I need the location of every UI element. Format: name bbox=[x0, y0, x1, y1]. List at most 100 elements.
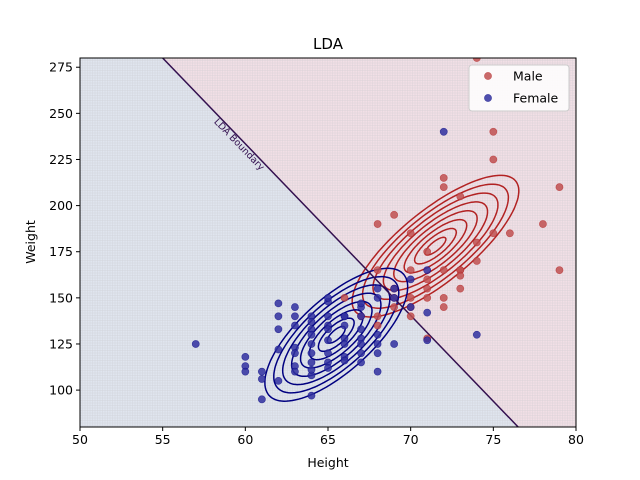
data-point bbox=[357, 312, 365, 321]
data-point bbox=[439, 183, 448, 192]
female-legend-label: Female bbox=[513, 91, 559, 106]
data-point bbox=[456, 192, 465, 201]
data-point bbox=[373, 266, 382, 275]
male-legend-label: Male bbox=[513, 69, 543, 84]
x-tick-label: 75 bbox=[485, 432, 501, 447]
data-point bbox=[257, 367, 266, 376]
data-point bbox=[423, 247, 432, 256]
data-point bbox=[439, 127, 448, 136]
male-contour-line bbox=[413, 227, 458, 265]
data-point bbox=[340, 293, 349, 302]
data-point bbox=[274, 345, 283, 354]
data-point bbox=[406, 293, 415, 302]
data-point bbox=[489, 155, 498, 164]
y-axis-label: Weight bbox=[23, 220, 38, 264]
data-point bbox=[390, 284, 399, 293]
data-point bbox=[373, 321, 382, 330]
data-point bbox=[555, 266, 564, 275]
female-legend-marker bbox=[484, 94, 492, 102]
data-point bbox=[423, 275, 432, 284]
data-point bbox=[291, 367, 299, 376]
data-point bbox=[472, 257, 481, 265]
data-point bbox=[291, 321, 299, 330]
data-point bbox=[307, 391, 316, 400]
data-point bbox=[324, 364, 332, 372]
data-point bbox=[423, 336, 432, 345]
female-contour-line bbox=[308, 309, 364, 361]
data-point bbox=[406, 312, 415, 321]
data-point bbox=[291, 349, 299, 358]
data-point bbox=[373, 340, 382, 348]
data-point bbox=[472, 238, 481, 247]
y-axis: 100 125 150 175 200 225 250 275 bbox=[49, 60, 80, 398]
data-point bbox=[357, 325, 365, 334]
data-point bbox=[373, 312, 382, 321]
data-point bbox=[307, 317, 316, 326]
data-point bbox=[423, 284, 432, 293]
data-point bbox=[324, 293, 332, 302]
data-point bbox=[406, 303, 415, 311]
mesh-grid bbox=[80, 58, 576, 427]
data-point bbox=[489, 229, 498, 238]
data-point bbox=[274, 312, 283, 321]
data-point bbox=[505, 229, 514, 238]
data-point bbox=[274, 376, 283, 385]
data-point bbox=[439, 174, 448, 182]
male-legend-marker bbox=[484, 72, 492, 80]
data-point bbox=[241, 352, 250, 361]
x-tick-label: 50 bbox=[72, 432, 88, 447]
data-point bbox=[307, 365, 316, 374]
y-tick-label: 225 bbox=[49, 152, 73, 167]
data-point bbox=[241, 367, 250, 376]
y-tick-label: 150 bbox=[49, 290, 73, 305]
legend: Male Female bbox=[468, 64, 570, 112]
data-point bbox=[439, 266, 448, 275]
x-tick-label: 80 bbox=[568, 432, 584, 447]
data-point bbox=[291, 312, 299, 321]
data-point bbox=[456, 271, 465, 280]
male-contour-line bbox=[351, 174, 520, 318]
data-point bbox=[423, 293, 432, 302]
y-tick-label: 125 bbox=[49, 336, 73, 351]
data-point bbox=[257, 375, 266, 383]
female-contour-line bbox=[264, 267, 409, 402]
y-tick-label: 275 bbox=[49, 60, 73, 75]
data-point bbox=[439, 303, 448, 311]
data-point bbox=[257, 395, 266, 404]
data-point bbox=[340, 312, 349, 321]
plot-area: LDA Boundary bbox=[80, 58, 576, 427]
x-tick-label: 65 bbox=[320, 432, 336, 447]
data-point bbox=[307, 349, 316, 358]
data-point bbox=[357, 349, 365, 358]
data-point bbox=[357, 340, 365, 348]
y-tick-label: 250 bbox=[49, 106, 73, 121]
data-point bbox=[324, 325, 332, 334]
data-point bbox=[340, 340, 349, 348]
data-point bbox=[274, 299, 283, 308]
data-point bbox=[423, 308, 432, 317]
data-point bbox=[324, 336, 332, 345]
data-point bbox=[406, 229, 415, 238]
data-point bbox=[274, 325, 283, 334]
lda-boundary-line bbox=[162, 58, 519, 427]
data-point bbox=[373, 293, 382, 302]
data-point bbox=[324, 349, 332, 358]
data-point bbox=[406, 275, 415, 284]
data-point bbox=[390, 210, 399, 219]
chart-title: LDA bbox=[313, 35, 344, 53]
data-point bbox=[390, 340, 399, 348]
data-point bbox=[373, 220, 382, 228]
data-point bbox=[489, 127, 498, 136]
data-point bbox=[307, 330, 316, 339]
data-point bbox=[357, 299, 365, 308]
data-point bbox=[373, 330, 382, 339]
data-point bbox=[291, 303, 299, 311]
data-point bbox=[307, 358, 316, 367]
y-tick-label: 175 bbox=[49, 244, 73, 259]
data-point bbox=[373, 349, 382, 358]
data-point bbox=[340, 356, 349, 365]
male-contour-line bbox=[393, 210, 478, 283]
data-point bbox=[373, 284, 382, 293]
data-point bbox=[390, 303, 399, 311]
